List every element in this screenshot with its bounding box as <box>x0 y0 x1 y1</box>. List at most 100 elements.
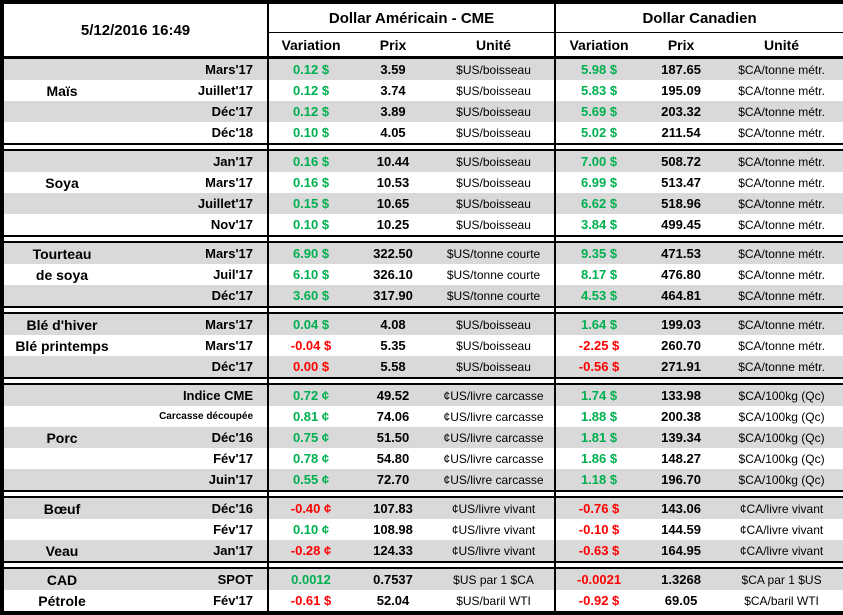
us-unit-cell: ¢US/livre carcasse <box>433 384 557 406</box>
ca-price-cell: 471.53 <box>642 242 721 264</box>
us-variation-cell: 0.12 $ <box>268 80 354 101</box>
us-unit-cell: $US/boisseau <box>433 172 557 193</box>
commodity-name-cell <box>2 406 120 427</box>
group-separator-segment <box>2 235 270 243</box>
ca-unit-cell: ¢CA/livre vivant <box>720 497 843 519</box>
us-variation-cell: 0.0012 <box>268 568 354 590</box>
contract-month-cell: Déc'16 <box>120 497 270 519</box>
table-row: Pétrole Fév'17 -0.61 $52.04 $US/baril WTI -0… <box>2 590 843 613</box>
ca-price-cell: 200.38 <box>642 406 721 427</box>
contract-month-cell: Carcasse découpée <box>120 406 270 427</box>
timestamp: 5/12/2016 16:49 <box>2 2 270 59</box>
ca-variation-cell: -0.76 $ <box>555 497 643 519</box>
commodity-name-cell <box>2 214 120 236</box>
ca-unit-cell: $CA/tonne métr. <box>720 80 843 101</box>
ca-variation-cell: 1.86 $ <box>555 448 643 469</box>
ca-price-cell: 1.3268 <box>642 568 721 590</box>
group-separator <box>2 235 843 243</box>
ca-unit-cell: $CA/tonne métr. <box>720 313 843 335</box>
contract-month-cell: Juillet'17 <box>120 80 270 101</box>
us-price-cell: 49.52 <box>353 384 434 406</box>
us-variation-cell: 0.10 $ <box>268 214 354 236</box>
ca-price-header: Prix <box>642 32 721 59</box>
table-row: Fév'17 0.78 ¢ 54.80 ¢US/livre carcasse 1.86 … <box>2 448 843 469</box>
us-variation-cell: 0.16 $ <box>268 150 354 172</box>
us-unit-cell: $US/boisseau <box>433 193 557 214</box>
ca-price-cell: 260.70 <box>642 335 721 356</box>
ca-unit-cell: $CA/100kg (Qc) <box>720 427 843 448</box>
us-price-cell: 5.58 <box>353 356 434 378</box>
group-separator <box>2 143 843 151</box>
us-unit-cell: $US/boisseau <box>433 80 557 101</box>
commodity-name-cell <box>2 448 120 469</box>
commodity-name-cell <box>2 469 120 491</box>
table-row: Veau Jan'17 -0.28 ¢ 124.33 ¢US/livre vivant -… <box>2 540 843 562</box>
us-price-cell: 317.90 <box>353 285 434 307</box>
ca-unit-cell: $CA/tonne métr. <box>720 150 843 172</box>
ca-price-cell: 464.81 <box>642 285 721 307</box>
group-separator-segment <box>555 143 843 151</box>
commodity-name-cell: Tourteau <box>2 242 120 264</box>
contract-month-cell: Juin'17 <box>120 469 270 491</box>
group-separator-segment <box>555 490 843 498</box>
us-unit-cell: $US/tonne courte <box>433 242 557 264</box>
ca-price-cell: 271.91 <box>642 356 721 378</box>
commodity-name-cell <box>2 285 120 307</box>
table-row: CAD SPOT 0.0012 0.7537 $US par 1 $CA -0.0021 1… <box>2 568 843 590</box>
contract-month-cell: Mars'17 <box>120 242 270 264</box>
us-unit-cell: $US/boisseau <box>433 122 557 144</box>
group-separator <box>2 377 843 385</box>
us-unit-cell: ¢US/livre carcasse <box>433 448 557 469</box>
us-unit-cell: $US/boisseau <box>433 101 557 122</box>
ca-price-cell: 164.95 <box>642 540 721 562</box>
ca-unit-cell: ¢CA/livre vivant <box>720 540 843 562</box>
us-price-cell: 72.70 <box>353 469 434 491</box>
us-unit-cell: ¢US/livre carcasse <box>433 469 557 491</box>
us-variation-cell: 0.75 ¢ <box>268 427 354 448</box>
group-separator <box>2 561 843 569</box>
us-price-cell: 108.98 <box>353 519 434 540</box>
us-price-cell: 4.05 <box>353 122 434 144</box>
us-price-cell: 107.83 <box>353 497 434 519</box>
table-row: Blé d'hiver Mars'17 0.04 $4.08 $US/boisseau… <box>2 313 843 335</box>
us-variation-cell: 3.60 $ <box>268 285 354 307</box>
contract-month-cell: Mars'17 <box>120 313 270 335</box>
table-row: Déc'17 0.00 $5.58 $US/boisseau -0.56 $271.9… <box>2 356 843 378</box>
group-separator-segment <box>555 235 843 243</box>
us-unit-cell: $US/tonne courte <box>433 264 557 285</box>
commodity-name-cell <box>2 122 120 144</box>
ca-variation-cell: 1.81 $ <box>555 427 643 448</box>
ca-variation-cell: 8.17 $ <box>555 264 643 285</box>
ca-unit-cell: $CA/tonne métr. <box>720 264 843 285</box>
table-row: Indice CME 0.72 ¢ 49.52 ¢US/livre carcasse 1… <box>2 384 843 406</box>
ca-variation-cell: -0.63 $ <box>555 540 643 562</box>
group-separator-segment <box>2 306 270 314</box>
commodity-name-cell: Bœuf <box>2 497 120 519</box>
contract-month-cell: Fév'17 <box>120 590 270 613</box>
ca-unit-cell: $CA/tonne métr. <box>720 172 843 193</box>
ca-variation-header: Variation <box>555 32 643 59</box>
table-row: Déc'17 0.12 $3.89 $US/boisseau 5.69 $203.32… <box>2 101 843 122</box>
ca-price-cell: 499.45 <box>642 214 721 236</box>
contract-month-cell: Déc'18 <box>120 122 270 144</box>
ca-variation-cell: -2.25 $ <box>555 335 643 356</box>
group-separator-segment <box>2 490 270 498</box>
us-variation-cell: -0.61 $ <box>268 590 354 613</box>
ca-variation-cell: -0.56 $ <box>555 356 643 378</box>
table-row: Juin'17 0.55 ¢ 72.70 ¢US/livre carcasse 1.18… <box>2 469 843 491</box>
us-unit-cell: $US/boisseau <box>433 150 557 172</box>
group-separator-segment <box>555 377 843 385</box>
ca-variation-cell: 1.18 $ <box>555 469 643 491</box>
contract-month-cell: Juillet'17 <box>120 193 270 214</box>
contract-month-cell: Nov'17 <box>120 214 270 236</box>
ca-price-cell: 133.98 <box>642 384 721 406</box>
us-variation-cell: -0.04 $ <box>268 335 354 356</box>
contract-month-cell: Déc'17 <box>120 356 270 378</box>
us-variation-cell: 6.10 $ <box>268 264 354 285</box>
us-variation-cell: 0.12 $ <box>268 101 354 122</box>
ca-unit-cell: $CA/100kg (Qc) <box>720 469 843 491</box>
ca-price-cell: 187.65 <box>642 57 721 80</box>
ca-unit-cell: $CA/tonne métr. <box>720 214 843 236</box>
ca-variation-cell: 5.02 $ <box>555 122 643 144</box>
group-separator-segment <box>2 377 270 385</box>
